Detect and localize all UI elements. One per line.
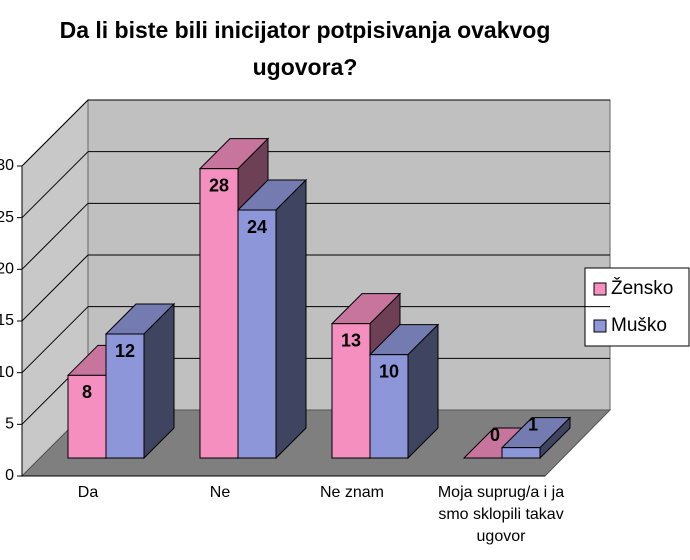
legend-label: Muško [611, 315, 667, 336]
bar [369, 354, 409, 459]
data-label: 0 [490, 425, 500, 445]
y-tick-label: 15 [0, 312, 14, 329]
y-tick-label: 30 [0, 157, 14, 174]
grid-line [21, 99, 89, 167]
bar [501, 447, 541, 459]
data-label: 28 [209, 175, 229, 195]
data-label: 13 [341, 330, 361, 350]
data-label: 12 [115, 341, 135, 361]
data-label: 24 [247, 217, 267, 237]
y-tick-label: 0 [5, 467, 14, 484]
legend [584, 267, 690, 347]
legend-label: Žensko [611, 277, 673, 299]
grid-line [21, 202, 89, 270]
bar [237, 209, 277, 459]
x-tick-label: Moja suprug/a i ja smo sklopili takav ug… [437, 484, 565, 545]
x-tick-label: Da [77, 484, 99, 501]
y-tick-label: 20 [0, 261, 14, 278]
x-tick-label: Ne [209, 484, 231, 501]
data-label: 1 [528, 414, 538, 434]
legend-swatch [593, 282, 607, 296]
data-label: 8 [82, 382, 92, 402]
bar [105, 333, 145, 459]
grid-line [21, 254, 89, 322]
data-label: 10 [379, 361, 399, 381]
chart-title: Da li biste bili inicijator potpisivanja… [59, 17, 551, 80]
y-tick-label: 25 [0, 209, 14, 226]
grid-line [21, 151, 89, 219]
x-tick-label: Ne znam [319, 484, 385, 501]
legend-swatch [593, 319, 607, 333]
bar [199, 168, 239, 459]
y-tick-label: 10 [0, 364, 14, 381]
bar-side [275, 178, 307, 460]
grid-line [21, 306, 89, 374]
y-tick-label: 5 [5, 416, 14, 433]
